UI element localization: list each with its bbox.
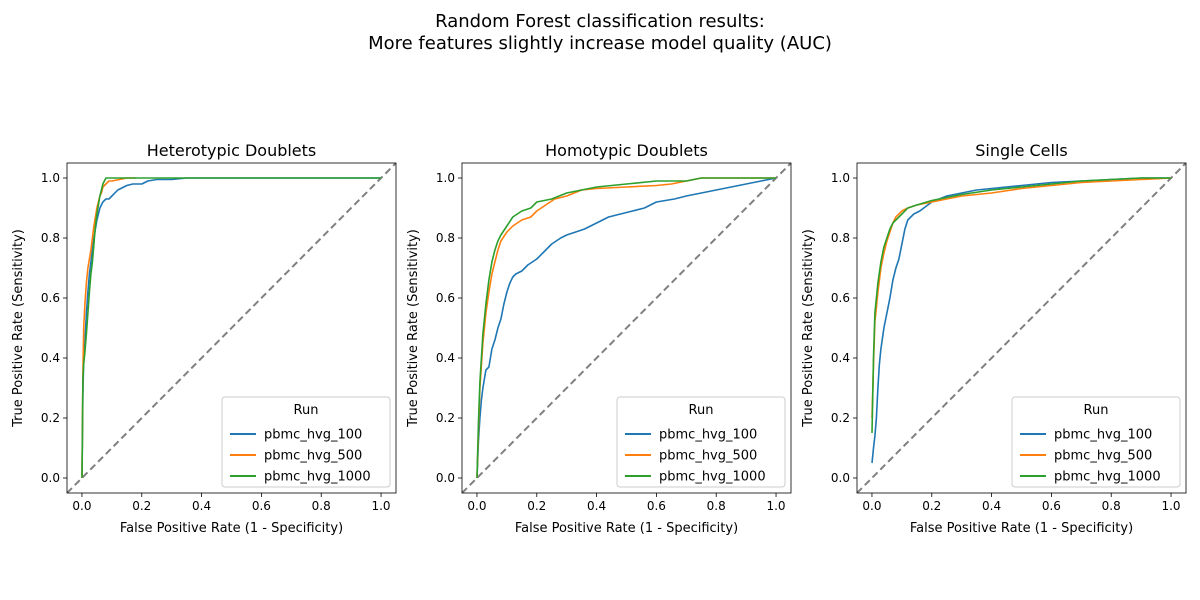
x-axis-label: False Positive Rate (1 - Specificity) [515,521,738,536]
roc-curve-pbmc-hvg-100 [871,177,1171,464]
legend-entry-pbmc-hvg-100: pbmc_hvg_100 [659,428,757,443]
y-tick-label: 1.0 [831,171,850,185]
y-axis-label: True Positive Rate (Sensitivity) [406,229,421,428]
y-tick-label: 0.8 [436,231,455,245]
roc-curve-pbmc-hvg-100 [476,177,777,479]
chance-diagonal-line [462,163,791,493]
x-tick-label: 0.4 [587,499,606,513]
y-tick-label: 1.0 [41,171,60,185]
y-tick-label: 0.2 [436,411,455,425]
y-tick-label: 0.6 [831,291,850,305]
x-tick-label: 1.0 [1161,499,1180,513]
y-tick-label: 0.6 [41,291,60,305]
legend-entry-pbmc-hvg-1000: pbmc_hvg_1000 [1054,470,1161,485]
x-axis-label: False Positive Rate (1 - Specificity) [910,521,1133,536]
legend-entry-pbmc-hvg-500: pbmc_hvg_500 [659,449,757,464]
legend: Run pbmc_hvg_100 pbmc_hvg_500 pbmc_hvg_1000 [616,396,786,488]
roc-curve-pbmc-hvg-500 [81,177,136,479]
legend-entry-pbmc-hvg-1000: pbmc_hvg_1000 [659,470,766,485]
y-tick-label: 0.0 [436,471,455,485]
legend-box [221,396,391,488]
legend-title: Run [689,403,714,418]
y-axis-label: True Positive Rate (Sensitivity) [11,229,26,428]
x-tick-label: 0.0 [467,499,486,513]
plot-frame [66,162,397,494]
roc-curve-pbmc-hvg-1000 [871,177,1171,434]
figure-suptitle-line1: Random Forest classification results: [435,11,765,32]
legend-box [1011,396,1181,488]
y-tick-label: 0.0 [41,471,60,485]
panel-title: Heterotypic Doublets [147,141,317,160]
x-tick-label: 0.8 [1102,499,1121,513]
roc-curve-pbmc-hvg-1000 [81,177,381,479]
plot-frame [461,162,792,494]
x-tick-label: 0.8 [707,499,726,513]
figure-suptitle-line2: More features slightly increase model qu… [368,33,832,54]
x-tick-label: 0.0 [72,499,91,513]
x-tick-label: 1.0 [766,499,785,513]
x-tick-label: 0.8 [312,499,331,513]
y-tick-label: 0.6 [436,291,455,305]
y-tick-label: 0.4 [831,351,850,365]
roc-panels: Heterotypic Doublets 0.0 0.2 0.4 0.6 0.8 1.0 0.… [11,141,1187,536]
x-tick-label: 0.2 [922,499,941,513]
plot-frame [856,162,1187,494]
legend-title: Run [1084,403,1109,418]
y-tick-label: 0.2 [831,411,850,425]
x-tick-label: 0.2 [132,499,151,513]
roc-curve-pbmc-hvg-1000 [476,177,776,479]
legend: Run pbmc_hvg_100 pbmc_hvg_500 pbmc_hvg_1000 [1011,396,1181,488]
panel-title: Homotypic Doublets [545,141,708,160]
x-tick-label: 0.2 [527,499,546,513]
legend: Run pbmc_hvg_100 pbmc_hvg_500 pbmc_hvg_1000 [221,396,391,488]
roc-curve-pbmc-hvg-500 [476,177,776,479]
y-tick-label: 0.0 [831,471,850,485]
roc-panel-2: Homotypic Doublets 0.0 0.2 0.4 0.6 0.8 1.0 0.0 0… [406,141,792,536]
legend-entry-pbmc-hvg-100: pbmc_hvg_100 [264,428,362,443]
x-tick-label: 0.6 [1042,499,1061,513]
legend-title: Run [294,403,319,418]
y-tick-label: 0.8 [41,231,60,245]
legend-box [616,396,786,488]
x-tick-label: 0.4 [982,499,1001,513]
x-tick-label: 0.4 [192,499,211,513]
legend-entry-pbmc-hvg-500: pbmc_hvg_500 [264,449,362,464]
roc-curve-pbmc-hvg-500 [871,177,1172,419]
y-tick-label: 0.2 [41,411,60,425]
x-tick-label: 0.6 [252,499,271,513]
roc-panel-1: Heterotypic Doublets 0.0 0.2 0.4 0.6 0.8 1.0 0.… [11,141,397,536]
legend-entry-pbmc-hvg-500: pbmc_hvg_500 [1054,449,1152,464]
chance-diagonal-line [857,163,1186,493]
x-axis-label: False Positive Rate (1 - Specificity) [120,521,343,536]
legend-entry-pbmc-hvg-1000: pbmc_hvg_1000 [264,470,371,485]
roc-panel-3: Single Cells 0.0 0.2 0.4 0.6 0.8 1.0 0.0 0.2 0.4 0… [801,141,1187,536]
panel-title: Single Cells [975,141,1068,160]
y-tick-label: 0.8 [831,231,850,245]
x-tick-label: 1.0 [371,499,390,513]
y-tick-label: 0.4 [41,351,60,365]
legend-entry-pbmc-hvg-100: pbmc_hvg_100 [1054,428,1152,443]
chance-diagonal-line [67,163,396,493]
y-axis-label: True Positive Rate (Sensitivity) [801,229,816,428]
x-tick-label: 0.0 [862,499,881,513]
y-tick-label: 1.0 [436,171,455,185]
y-tick-label: 0.4 [436,351,455,365]
x-tick-label: 0.6 [647,499,666,513]
